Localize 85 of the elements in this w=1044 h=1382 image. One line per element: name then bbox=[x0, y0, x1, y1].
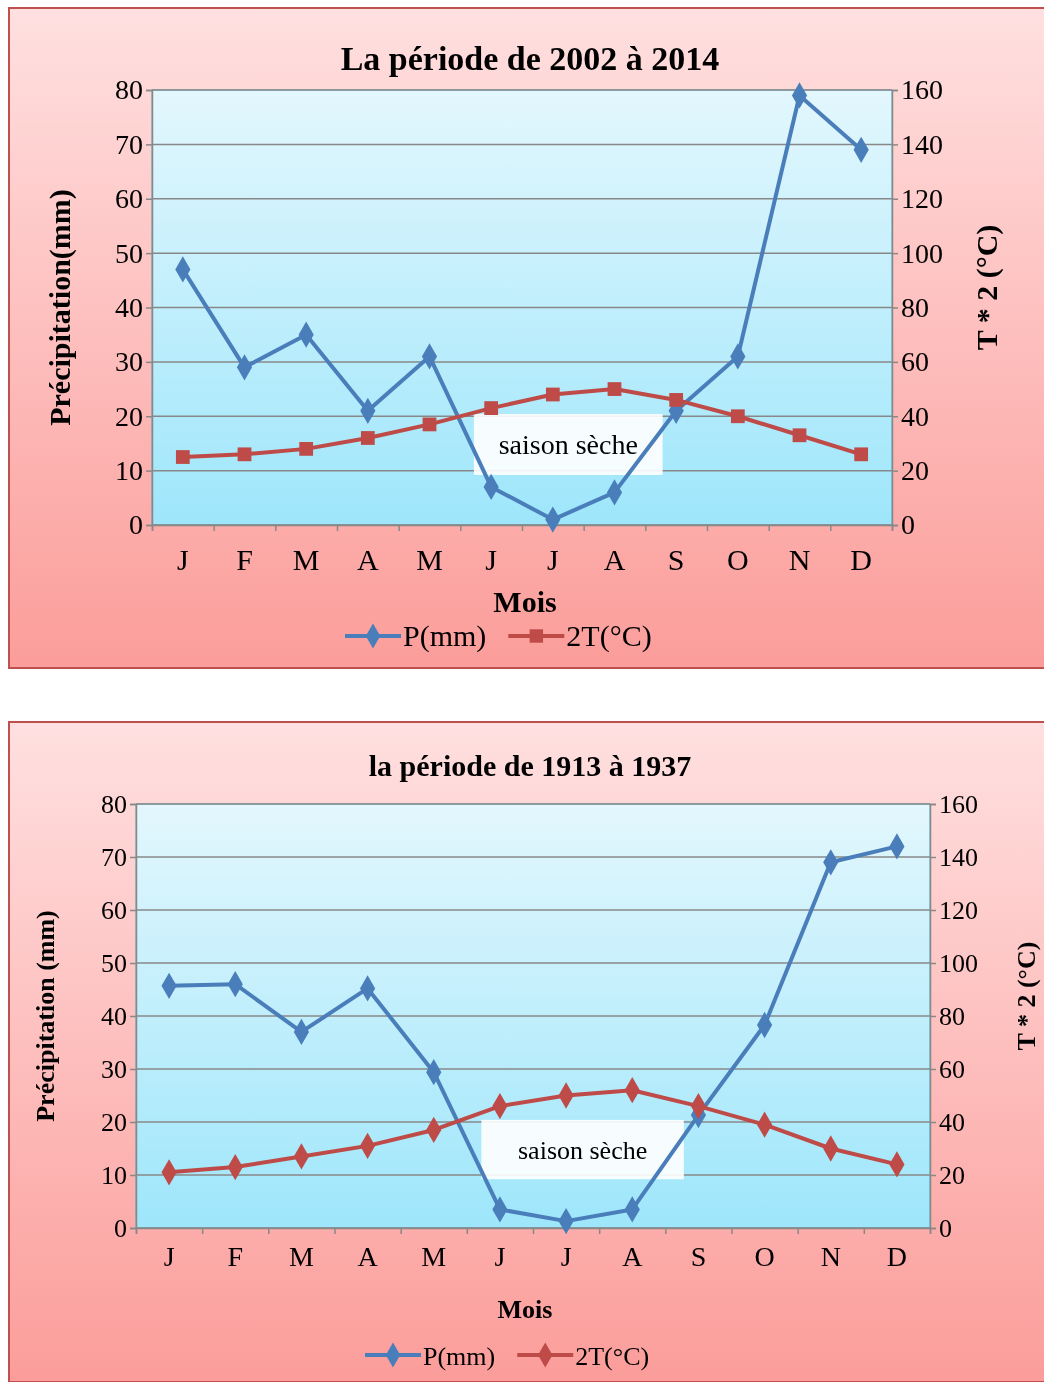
x-tick-label: M bbox=[421, 1241, 447, 1272]
x-tick-label: A bbox=[357, 1241, 379, 1272]
y-tick-label: 20 bbox=[101, 1107, 127, 1137]
y-tick-label: 60 bbox=[101, 895, 127, 925]
x-tick-label: O bbox=[754, 1241, 775, 1272]
y-tick-label: 10 bbox=[115, 455, 143, 487]
x-tick-label: O bbox=[727, 543, 749, 576]
chart-title: la période de 1913 à 1937 bbox=[368, 749, 692, 782]
x-tick-label: J bbox=[163, 1241, 175, 1272]
x-tick-label: J bbox=[546, 543, 559, 576]
y-tick-label: 30 bbox=[101, 1054, 127, 1084]
y2-tick-label: 120 bbox=[901, 183, 943, 215]
legend-label: P(mm) bbox=[403, 619, 487, 653]
y-tick-label: 70 bbox=[101, 842, 127, 872]
x-tick-label: A bbox=[622, 1241, 644, 1272]
x-tick-label: J bbox=[485, 543, 498, 576]
y2-tick-label: 80 bbox=[939, 1001, 965, 1031]
y2-tick-label: 160 bbox=[939, 789, 978, 819]
y-tick-label: 0 bbox=[114, 1213, 127, 1243]
y-tick-label: 10 bbox=[101, 1160, 127, 1190]
y-tick-label: 40 bbox=[101, 1001, 127, 1031]
y2-tick-label: 140 bbox=[901, 128, 943, 160]
y2-tick-label: 0 bbox=[901, 509, 915, 541]
point bbox=[545, 387, 560, 402]
y2-axis-title: T * 2 (°C) bbox=[970, 224, 1004, 351]
annotation: saison sèche bbox=[518, 1135, 648, 1165]
y2-tick-label: 100 bbox=[939, 948, 978, 978]
x-axis-title: Mois bbox=[497, 1295, 553, 1324]
x-tick-label: M bbox=[292, 543, 320, 576]
point bbox=[730, 409, 745, 424]
x-tick-label: F bbox=[236, 543, 253, 576]
x-tick-label: J bbox=[494, 1241, 506, 1272]
y2-tick-label: 60 bbox=[939, 1054, 965, 1084]
y-tick-label: 40 bbox=[115, 291, 143, 323]
y-tick-label: 20 bbox=[115, 400, 143, 432]
y-tick-label: 0 bbox=[129, 509, 143, 541]
y2-tick-label: 20 bbox=[901, 455, 929, 487]
annotation: saison sèche bbox=[498, 429, 638, 461]
y-tick-label: 60 bbox=[115, 183, 143, 215]
y2-tick-label: 160 bbox=[901, 74, 943, 106]
y-axis-title: Précipitation(mm) bbox=[43, 189, 77, 426]
x-tick-label: M bbox=[416, 543, 443, 576]
y-tick-label: 80 bbox=[115, 74, 143, 106]
legend-label: P(mm) bbox=[423, 1342, 496, 1371]
y-tick-label: 70 bbox=[115, 128, 143, 160]
y2-tick-label: 140 bbox=[939, 842, 978, 872]
x-tick-label: S bbox=[667, 543, 685, 576]
y2-tick-label: 20 bbox=[939, 1160, 965, 1190]
legend-label: 2T(°C) bbox=[575, 1342, 650, 1371]
x-tick-label: N bbox=[820, 1241, 841, 1272]
x-tick-label: D bbox=[850, 543, 872, 576]
y2-tick-label: 60 bbox=[901, 346, 929, 378]
point bbox=[854, 447, 869, 462]
y-tick-label: 80 bbox=[101, 789, 127, 819]
point bbox=[299, 441, 314, 456]
point bbox=[669, 393, 684, 407]
x-tick-label: F bbox=[227, 1241, 244, 1272]
y2-tick-label: 100 bbox=[901, 237, 943, 269]
y2-tick-label: 40 bbox=[901, 400, 929, 432]
x-tick-label: M bbox=[288, 1241, 314, 1272]
y2-axis-title: T * 2 (°C) bbox=[1012, 941, 1041, 1051]
point bbox=[792, 428, 807, 443]
chart-title: La période de 2002 à 2014 bbox=[340, 40, 720, 77]
point bbox=[360, 431, 375, 445]
x-tick-label: S bbox=[690, 1241, 707, 1272]
point bbox=[237, 447, 252, 462]
legend-label: 2T(°C) bbox=[566, 619, 652, 653]
y-tick-label: 50 bbox=[101, 948, 127, 978]
y2-tick-label: 0 bbox=[939, 1213, 952, 1243]
y-tick-label: 50 bbox=[115, 237, 143, 269]
x-axis-title: Mois bbox=[493, 585, 557, 618]
y2-tick-label: 120 bbox=[939, 895, 978, 925]
x-tick-label: A bbox=[603, 543, 626, 576]
y2-tick-label: 40 bbox=[939, 1107, 965, 1137]
x-tick-label: J bbox=[560, 1241, 572, 1272]
x-tick-label: N bbox=[788, 543, 811, 576]
point bbox=[484, 401, 499, 415]
point bbox=[607, 382, 622, 396]
point bbox=[175, 450, 190, 464]
y2-tick-label: 80 bbox=[901, 291, 929, 323]
x-tick-label: J bbox=[176, 543, 189, 576]
x-tick-label: A bbox=[357, 543, 379, 576]
y-tick-label: 30 bbox=[115, 346, 143, 378]
x-tick-label: D bbox=[886, 1241, 908, 1272]
y-axis-title: Précipitation (mm) bbox=[31, 910, 60, 1122]
